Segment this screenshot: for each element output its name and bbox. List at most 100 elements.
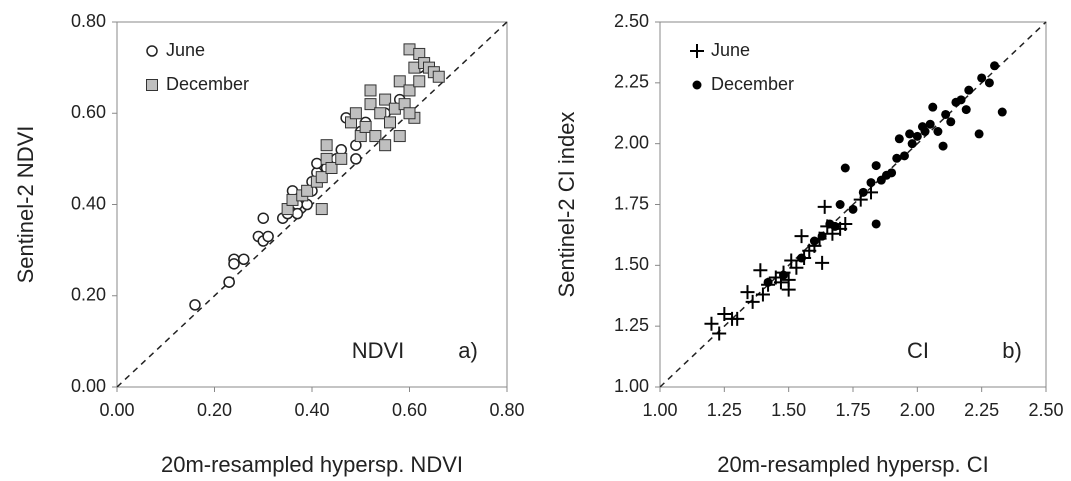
legend-marker <box>692 80 702 90</box>
y-tick-label: 1.75 <box>614 193 649 213</box>
legend-label: June <box>711 40 750 60</box>
legend-label: June <box>166 40 205 60</box>
point <box>956 95 966 105</box>
point <box>892 153 902 163</box>
point <box>815 255 830 270</box>
point <box>990 61 1000 71</box>
point <box>835 200 845 209</box>
point <box>717 307 732 321</box>
point <box>779 270 789 280</box>
point <box>403 107 416 120</box>
point <box>899 151 909 161</box>
point <box>974 129 984 139</box>
point <box>364 98 377 111</box>
point <box>393 75 406 88</box>
point <box>809 236 819 246</box>
y-tick-label: 0.60 <box>71 102 106 122</box>
point <box>745 294 760 309</box>
point <box>789 260 804 275</box>
x-tick-label: 0.20 <box>197 400 232 420</box>
point <box>755 287 770 302</box>
point <box>223 276 235 288</box>
y-tick-label: 2.25 <box>614 72 649 92</box>
annotation: a) <box>458 338 478 363</box>
y-tick-label: 1.00 <box>614 376 649 396</box>
x-tick-label: 1.00 <box>642 400 677 420</box>
point <box>866 178 876 188</box>
legend-marker <box>690 44 704 58</box>
y-axis-title: Sentinel-2 NDVI <box>13 126 38 284</box>
point <box>838 216 853 231</box>
point <box>928 102 938 112</box>
point <box>997 107 1007 117</box>
y-tick-label: 0.20 <box>71 285 106 305</box>
point <box>350 153 362 165</box>
legend-label: December <box>711 74 794 94</box>
point <box>432 70 445 83</box>
y-tick-label: 1.50 <box>614 254 649 274</box>
point <box>257 212 269 224</box>
point <box>315 203 328 216</box>
point <box>938 141 948 151</box>
point <box>925 119 935 129</box>
point <box>794 229 809 244</box>
point <box>335 152 348 165</box>
x-tick-label: 2.25 <box>964 400 999 420</box>
point <box>730 311 745 326</box>
point <box>301 184 314 197</box>
annotation: NDVI <box>352 338 405 363</box>
point <box>871 161 881 171</box>
point <box>781 272 796 287</box>
point <box>858 187 868 197</box>
identity-line <box>659 21 1047 388</box>
x-tick-label: 2.00 <box>900 400 935 420</box>
point <box>349 107 362 120</box>
point <box>848 204 858 214</box>
point <box>817 199 832 214</box>
point <box>907 139 917 149</box>
point <box>753 263 768 278</box>
point <box>228 258 240 270</box>
point <box>887 168 897 178</box>
point <box>320 139 333 152</box>
x-tick-label: 0.00 <box>99 400 134 420</box>
annotation: b) <box>1002 338 1022 363</box>
x-tick-label: 0.40 <box>294 400 329 420</box>
x-tick-label: 1.50 <box>771 400 806 420</box>
point <box>871 219 881 229</box>
point <box>712 326 727 341</box>
point <box>393 130 406 143</box>
x-tick-label: 0.60 <box>392 400 427 420</box>
point <box>413 75 426 88</box>
point <box>984 78 994 88</box>
point <box>763 277 773 287</box>
y-tick-label: 1.25 <box>614 315 649 335</box>
y-axis-title: Sentinel-2 CI index <box>554 112 579 298</box>
y-tick-label: 2.50 <box>614 11 649 31</box>
point <box>384 116 396 129</box>
point <box>325 162 338 174</box>
x-tick-label: 1.75 <box>835 400 870 420</box>
point <box>784 253 799 268</box>
point <box>817 231 827 241</box>
point <box>740 285 755 300</box>
point <box>291 207 304 220</box>
point <box>379 139 392 152</box>
point <box>315 171 328 184</box>
point <box>369 130 382 143</box>
x-axis-title: 20m-resampled hypersp. NDVI <box>161 452 463 477</box>
point <box>379 93 392 106</box>
point <box>840 163 850 173</box>
x-axis-title: 20m-resampled hypersp. CI <box>717 452 988 477</box>
point <box>311 157 323 170</box>
point <box>262 230 274 243</box>
point <box>797 253 807 263</box>
point <box>374 107 387 120</box>
point <box>964 85 974 95</box>
point <box>189 299 201 311</box>
point <box>933 127 943 136</box>
legend-marker <box>146 45 158 57</box>
point <box>912 131 922 141</box>
